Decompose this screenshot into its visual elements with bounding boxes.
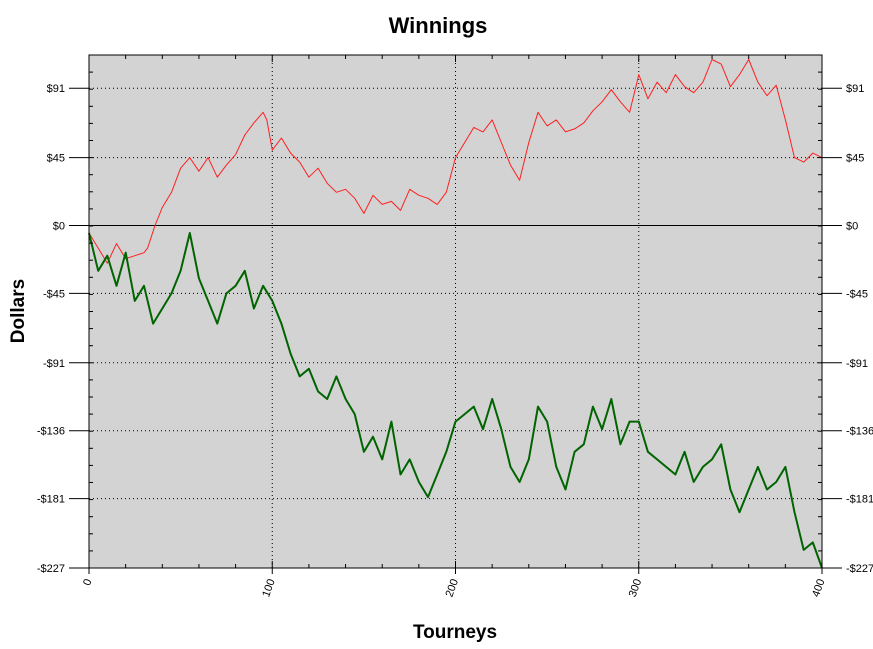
y-tick-label-left: $91 xyxy=(47,83,65,95)
y-tick-label-right: $91 xyxy=(846,83,864,95)
series-layer xyxy=(88,59,823,569)
y-tick-label-right: -$227 xyxy=(846,563,873,575)
y-tick-label-right: -$45 xyxy=(846,288,868,300)
chart-title: Winnings xyxy=(389,13,488,38)
axis-ticks: $91 $91 $45 $45 $0 $0 -$45 -$45 -$91 -$91 -$136 -$1… xyxy=(37,54,873,599)
y-tick-label-left: -$181 xyxy=(37,494,65,506)
y-tick-label-right: -$136 xyxy=(846,426,873,438)
y-tick-label-right: $0 xyxy=(846,220,858,232)
y-tick-label-right: -$181 xyxy=(846,494,873,506)
y-tick-label-left: -$227 xyxy=(37,563,65,575)
y-tick-label-right: $45 xyxy=(846,153,864,165)
y-tick-label-left: $0 xyxy=(53,220,65,232)
x-tick-label: 400 xyxy=(810,577,828,598)
y-axis-label: Dollars xyxy=(8,279,29,343)
x-tick-label: 100 xyxy=(260,577,278,598)
x-tick-label: 300 xyxy=(627,577,645,598)
grid-lines xyxy=(89,55,822,568)
y-tick-label-left: -$45 xyxy=(43,288,65,300)
series-line-red xyxy=(88,59,823,264)
y-tick-label-left: $45 xyxy=(47,153,65,165)
y-tick-label-left: -$91 xyxy=(43,358,65,370)
x-tick-label: 0 xyxy=(81,577,94,587)
x-axis-label: Tourneys xyxy=(413,622,497,643)
x-tick-label: 200 xyxy=(443,577,461,598)
series-line-green xyxy=(88,232,823,569)
y-tick-label-right: -$91 xyxy=(846,358,868,370)
y-tick-label-left: -$136 xyxy=(37,426,65,438)
